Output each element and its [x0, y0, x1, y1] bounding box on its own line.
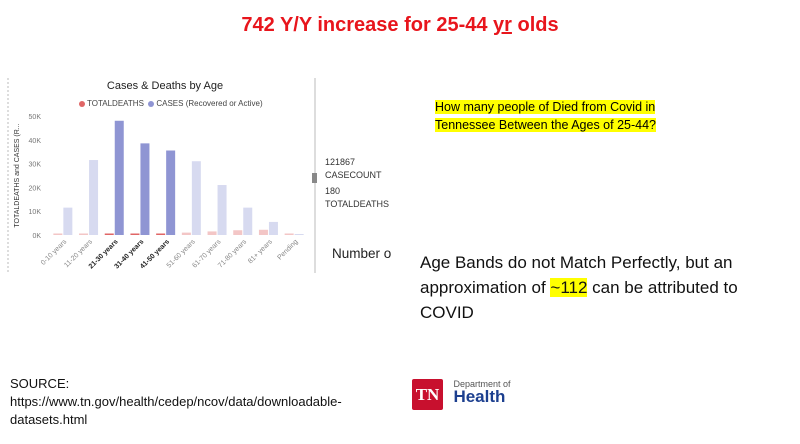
number-of-card-clipped: Number o — [332, 246, 392, 261]
y-tick-label: 30K — [29, 162, 42, 169]
bar-cases — [191, 161, 201, 235]
bar-deaths — [207, 231, 217, 235]
bar-chart: 0K 10K 20K 30K 40K 50K TOTALDEATHS and CASES (… — [7, 78, 317, 273]
deaths-label: TOTALDEATHS — [325, 199, 390, 209]
chart-panel: Cases & Deaths by Age TOTALDEATHS CASES … — [5, 68, 323, 280]
bar-deaths — [156, 233, 166, 235]
title-post: olds — [511, 14, 559, 36]
statement-highlight: ~112 — [550, 278, 588, 297]
title-yr: yr — [493, 14, 512, 36]
bar-cases — [140, 143, 150, 235]
approximation-statement: Age Bands do not Match Perfectly, but an… — [420, 250, 795, 325]
tn-health-logo: TN Department of Health — [412, 379, 510, 410]
y-tick-label: 20K — [29, 185, 42, 192]
statement-post: can be attributed to COVID — [420, 278, 738, 322]
bar-cases — [63, 207, 73, 235]
y-tick-label: 50K — [29, 114, 42, 121]
question-line-2: Tennessee Between the Ages of 25-44? — [435, 118, 656, 132]
casecount-label: CASECOUNT — [325, 170, 382, 180]
tn-logo-mark: TN — [412, 379, 443, 410]
bar-cases — [294, 234, 304, 235]
legend-deaths-swatch — [79, 100, 85, 107]
legend-cases-swatch — [148, 100, 155, 107]
bar-deaths — [258, 229, 268, 235]
source-url-line-2[interactable]: datasets.html — [10, 412, 88, 427]
casecount-value: 121867 — [325, 157, 356, 167]
bar-deaths — [53, 233, 63, 235]
bar-deaths — [284, 233, 294, 235]
title-pre: 742 Y/Y increase for 25-44 — [241, 14, 494, 36]
bar-cases — [243, 207, 253, 235]
bar-cases — [89, 160, 99, 235]
chart-legend: TOTALDEATHS CASES (Recovered or Active) — [79, 99, 263, 108]
bar-deaths — [104, 233, 114, 235]
logo-health-text: Health — [453, 387, 506, 406]
y-tick-label: 10K — [29, 209, 42, 216]
bar-deaths — [181, 232, 191, 235]
question-line-1: How many people of Died from Covid in — [435, 100, 656, 114]
y-tick-label: 40K — [29, 138, 42, 145]
x-tick-label: Pending — [276, 238, 299, 261]
question-text: How many people of Died from Covid in Te… — [435, 98, 656, 134]
slide-title: 742 Y/Y increase for 25-44 yr olds — [0, 14, 800, 37]
legend-deaths-label: TOTALDEATHS — [87, 99, 144, 108]
deaths-value: 180 — [325, 186, 341, 196]
y-axis-title: TOTALDEATHS and CASES (R... — [14, 123, 21, 227]
bar-cases — [268, 221, 278, 235]
bar-cases — [217, 185, 227, 235]
logo-department-text: Department of — [453, 379, 511, 389]
statement-pre: Age Bands do not Match Perfectly, but an… — [420, 253, 733, 297]
bar-deaths — [79, 233, 89, 235]
legend-cases-label: CASES (Recovered or Active) — [156, 99, 263, 108]
bar-cases — [114, 120, 124, 235]
x-tick-label: 81+ years — [247, 238, 274, 265]
y-tick-label: 0K — [32, 233, 41, 240]
bar-cases — [166, 150, 176, 235]
source-url-line-1[interactable]: https://www.tn.gov/health/cedep/ncov/dat… — [10, 394, 342, 409]
source-block: SOURCE: https://www.tn.gov/health/cedep/… — [10, 375, 342, 429]
source-label: SOURCE: — [10, 376, 70, 391]
bar-deaths — [233, 230, 243, 235]
bar-deaths — [130, 233, 140, 235]
chart-title: Cases & Deaths by Age — [106, 80, 224, 92]
chart-scroll-handle — [312, 173, 317, 183]
